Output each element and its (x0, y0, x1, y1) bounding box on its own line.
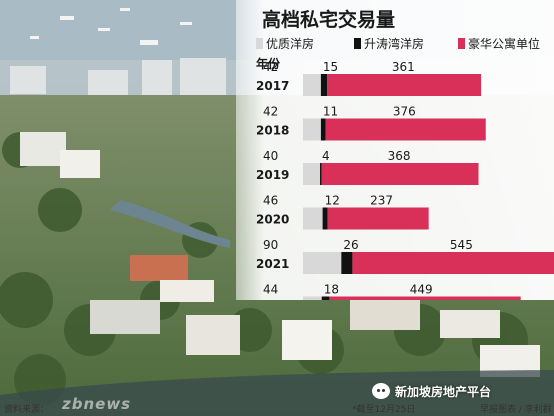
value-label: 11 (323, 105, 338, 119)
year-label: 2021 (256, 257, 289, 271)
chart-title: 高档私宅交易量 (262, 8, 395, 31)
bar-segment (321, 296, 330, 300)
value-label: 376 (393, 105, 416, 119)
watermark-text: 新加坡房地产平台 (395, 384, 492, 399)
bar-segment (327, 74, 482, 96)
bar-segment (303, 163, 321, 185)
bar-segment (322, 207, 328, 230)
bar-segment (327, 207, 429, 230)
value-label: 46 (263, 194, 278, 208)
wechat-icon (372, 383, 390, 399)
legend-label: 豪华公寓单位 (468, 36, 540, 51)
bar-segment (320, 163, 322, 185)
value-label: 361 (392, 60, 415, 74)
value-label: 42 (263, 105, 278, 119)
year-label: 2018 (256, 124, 289, 138)
value-label: 545 (450, 238, 473, 252)
value-label: 44 (263, 283, 278, 297)
bar-segment (303, 118, 321, 141)
chart-panel: 高档私宅交易量 优质洋房 升涛湾洋房 豪华公寓单位 年份 2017 42 15 361 20… (236, 0, 554, 300)
bar-segment (352, 252, 554, 274)
year-label: 2019 (256, 168, 289, 182)
legend-swatch (458, 38, 465, 49)
year-column-header: 年份 (256, 56, 281, 71)
value-label: 449 (410, 283, 433, 297)
bar-segment (341, 252, 353, 274)
bar-segment (320, 118, 326, 141)
bar-segment (329, 296, 521, 300)
bar-segment (325, 118, 486, 141)
value-label: 90 (263, 238, 278, 252)
legend: 优质洋房 升涛湾洋房 豪华公寓单位 (256, 36, 540, 51)
bar-segment (303, 296, 322, 300)
value-label: 237 (370, 194, 393, 208)
credit-note: 早报图表 / 李利群 (480, 405, 552, 415)
bar-segment (303, 207, 323, 230)
value-label: 42 (263, 60, 278, 74)
bar-segment (303, 252, 342, 274)
year-label: 2017 (256, 79, 289, 93)
value-label: 368 (388, 149, 411, 163)
bar-segment (321, 163, 479, 185)
bar-segment (303, 74, 321, 96)
legend-label: 优质洋房 (266, 36, 314, 51)
source-note: 资料来源： (4, 405, 50, 415)
legend-label: 升涛湾洋房 (364, 36, 424, 51)
zbnews-logo: zbnews (62, 395, 132, 413)
value-label: 12 (325, 194, 340, 208)
bars-group: 2017 42 15 361 2018 42 11 376 2019 40 4 368 2020 46 12… (256, 60, 554, 300)
legend-swatch (354, 38, 361, 49)
bar-segment (320, 74, 328, 96)
value-label: 26 (343, 238, 358, 252)
watermark: 新加坡房地产平台 (372, 380, 491, 402)
value-label: 40 (263, 149, 278, 163)
value-label: 4 (322, 149, 330, 163)
year-label: 2020 (256, 213, 289, 227)
date-note: *截至12月25日 (352, 405, 416, 415)
value-label: 15 (323, 60, 338, 74)
value-label: 18 (324, 283, 339, 297)
legend-swatch (256, 38, 263, 49)
